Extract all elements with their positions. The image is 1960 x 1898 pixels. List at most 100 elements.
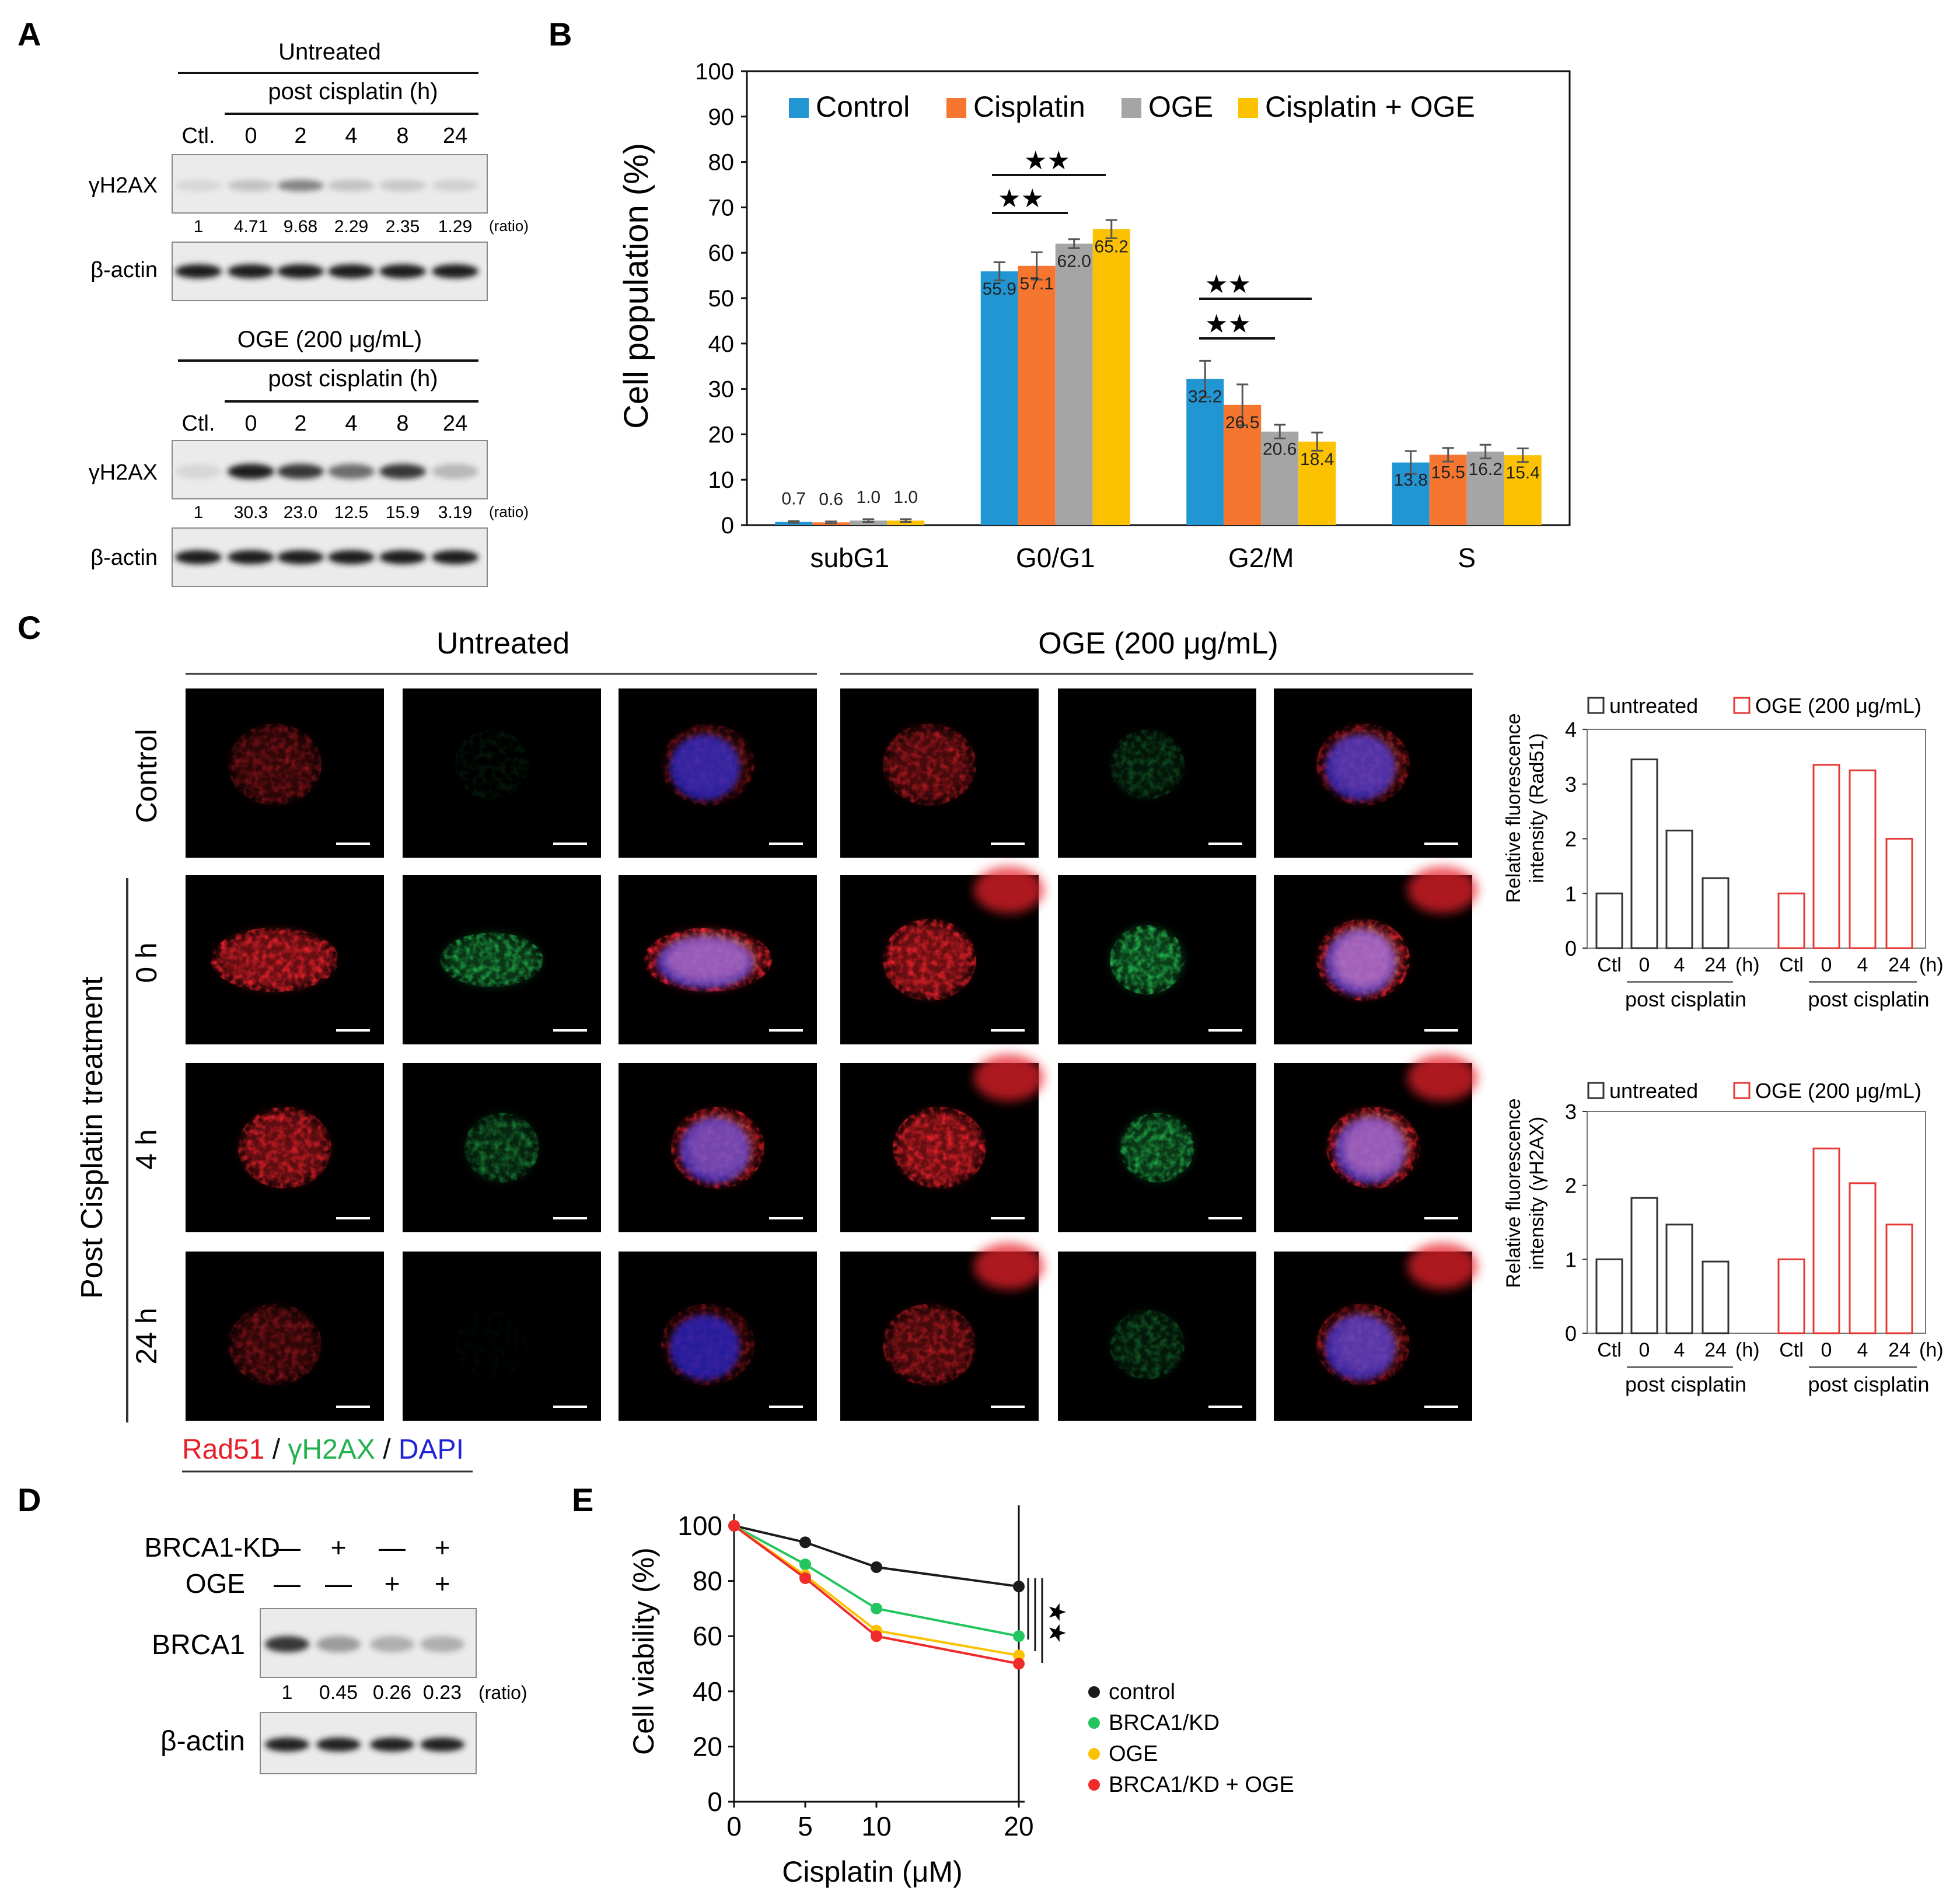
micrograph-r3-c3 xyxy=(840,1243,1044,1421)
bar-oge xyxy=(850,520,888,525)
y-axis-title-1: Relative fluorescence xyxy=(1503,713,1525,903)
bar-oge xyxy=(1055,243,1093,525)
panel-b-cell-cycle-chart: Cell population (%) 0 10 20 30 40 50 60 70 80 90 1… xyxy=(617,59,1571,573)
ratio-value: 0.26 xyxy=(373,1682,411,1704)
data-label: 57.1 xyxy=(1020,274,1054,293)
blot-band xyxy=(370,1738,414,1752)
category-label: 4 xyxy=(1674,1339,1685,1361)
group-label: post cisplatin xyxy=(1625,987,1746,1011)
blot-group-title: Untreated xyxy=(278,39,381,65)
row-label-control: Control xyxy=(130,729,163,823)
rad51-glow xyxy=(243,1111,327,1184)
category-label: 4 xyxy=(1857,1339,1868,1361)
blot-band xyxy=(420,1636,464,1652)
blot-band xyxy=(228,264,274,278)
data-label: 15.5 xyxy=(1431,463,1465,482)
merge-overlay xyxy=(663,935,753,984)
bar-control xyxy=(1186,379,1224,525)
bar-control xyxy=(980,271,1018,525)
bar-untreated xyxy=(1630,1197,1658,1334)
y-tick-label: 0 xyxy=(707,1787,722,1817)
blot-band xyxy=(277,464,324,479)
bar-untreated xyxy=(1595,892,1623,949)
rad51-neighbor xyxy=(974,1243,1044,1289)
lane-label: Ctl. xyxy=(182,411,215,436)
data-point xyxy=(1013,1649,1025,1662)
blot-band xyxy=(432,550,478,564)
y-axis-title: Cell viability (%) xyxy=(627,1547,660,1755)
lane-label: 8 xyxy=(396,411,408,436)
series-lines xyxy=(728,1520,1025,1670)
rad51-neighbor xyxy=(974,866,1044,913)
panel-a-western-blots: Untreated post cisplatin (h) Ctl. 0 2 4 … xyxy=(89,39,529,587)
blot-band xyxy=(228,180,274,191)
data-label: 0.6 xyxy=(819,490,843,509)
sign: — xyxy=(274,1532,301,1563)
category-label: 0 xyxy=(1639,1339,1650,1361)
ratio-value: 15.9 xyxy=(386,503,420,522)
data-label: 32.2 xyxy=(1188,387,1222,406)
ratio-value: 2.35 xyxy=(386,217,420,236)
blot-untreated: Untreated post cisplatin (h) Ctl. 0 2 4 … xyxy=(89,39,529,301)
category-label: 4 xyxy=(1674,954,1685,976)
category-label: S xyxy=(1458,543,1476,573)
lane-label: 2 xyxy=(294,124,306,148)
significance-markers: ★★ ★★ ★★ ★★ xyxy=(992,146,1312,340)
blot-band xyxy=(370,1636,414,1652)
sign: — xyxy=(274,1568,301,1599)
bar-cisplatin-oge xyxy=(1504,455,1542,525)
h2ax-glow xyxy=(467,1115,537,1180)
bar-oge xyxy=(1466,451,1504,525)
bar-oge xyxy=(1777,892,1805,949)
data-label: 20.6 xyxy=(1263,440,1297,459)
data-point xyxy=(799,1572,811,1584)
y-axis-title-1: Relative fluorescence xyxy=(1503,1098,1525,1288)
sign: + xyxy=(435,1532,450,1563)
significance-stars: ★★ xyxy=(1205,270,1251,299)
blot-subtitle: post cisplatin (h) xyxy=(268,79,438,104)
merge-overlay xyxy=(675,734,740,795)
axes: 0 20 40 60 80 100 0 5 10 20 xyxy=(677,1505,1034,1841)
bands-h2ax-untreated xyxy=(175,180,478,191)
blot-band xyxy=(432,180,478,191)
micrograph-r0-c4 xyxy=(1058,688,1256,858)
y-tick-label: 20 xyxy=(708,422,735,448)
y-tick-label: 3 xyxy=(1565,1100,1577,1124)
h2ax-glow xyxy=(1112,1312,1182,1378)
micrograph-r3-c2 xyxy=(619,1252,817,1421)
h2ax-glow xyxy=(443,934,540,985)
side-label: Post Cisplatin treatment xyxy=(75,976,109,1299)
blot-band xyxy=(432,264,478,278)
ratio-unit: (ratio) xyxy=(478,1682,527,1703)
col-group-untreated: Untreated xyxy=(436,627,570,660)
legend-marker xyxy=(1088,1717,1100,1729)
merge-overlay xyxy=(685,1117,750,1179)
bar-cisplatin xyxy=(1429,455,1467,525)
group-label: post cisplatin xyxy=(1808,987,1929,1011)
row-label-4h: 4 h xyxy=(130,1129,163,1170)
bar-data-labels: 0.7 0.6 1.0 1.0 55.9 57.162.065.2 32.226.520.6… xyxy=(781,237,1540,509)
panel-c-h2ax-chart: Relative fluorescence intensity (γH2AX) … xyxy=(1503,1079,1944,1396)
panel-label-a: A xyxy=(18,16,41,53)
protein-label: γH2AX xyxy=(89,460,158,485)
ratio-unit: (ratio) xyxy=(489,217,529,235)
y-tick-label: 90 xyxy=(708,104,735,130)
y-tick-label: 100 xyxy=(695,59,734,85)
merge-overlay xyxy=(675,1314,740,1375)
stain-legend: Rad51 / γH2AX / DAPI xyxy=(182,1434,464,1465)
x-tick-label: 20 xyxy=(1004,1811,1033,1841)
data-label: 13.8 xyxy=(1394,471,1428,490)
y-tick-label: 40 xyxy=(708,331,735,357)
micrograph-grid xyxy=(186,688,1477,1421)
panel-d-western-blot: BRCA1-KD — + — + OGE — — + + BRCA1 1 0.4… xyxy=(144,1532,527,1774)
category-label: 0 xyxy=(1821,1339,1832,1361)
group-label: post cisplatin xyxy=(1625,1372,1746,1396)
legend-label: BRCA1/KD + OGE xyxy=(1109,1773,1294,1797)
ratio-value: 4.71 xyxy=(234,217,268,236)
data-point xyxy=(871,1602,882,1614)
significance-stars: ★★ xyxy=(1044,1602,1070,1644)
legend-label: OGE xyxy=(1148,90,1213,123)
y-tick-label: 0 xyxy=(721,513,734,539)
legend-label: untreated xyxy=(1609,694,1698,718)
